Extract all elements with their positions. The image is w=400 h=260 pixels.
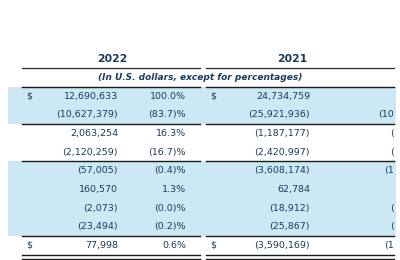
Text: (57,005): (57,005) [78, 166, 118, 175]
Text: (25,921,936): (25,921,936) [248, 110, 310, 119]
Text: 0.6%: 0.6% [162, 241, 186, 250]
Bar [8, 87, 396, 105]
Text: (2,120,259): (2,120,259) [62, 148, 118, 157]
Text: 62,784: 62,784 [277, 185, 310, 194]
Text: (2,073): (2,073) [83, 204, 118, 213]
Text: (23,494): (23,494) [77, 222, 118, 231]
Text: 2,063,254: 2,063,254 [70, 129, 118, 138]
Text: (0.4)%: (0.4)% [154, 166, 186, 175]
Bar [8, 161, 396, 180]
Text: (0.2)%: (0.2)% [154, 222, 186, 231]
Text: 16.3%: 16.3% [156, 129, 186, 138]
Text: (2,420,997): (2,420,997) [254, 148, 310, 157]
Text: $: $ [26, 92, 32, 101]
Text: (25,867): (25,867) [270, 222, 310, 231]
Text: 160,570: 160,570 [79, 185, 118, 194]
Text: (10,627,379): (10,627,379) [56, 110, 118, 119]
Text: (0.0)%: (0.0)% [154, 204, 186, 213]
Text: (: ( [390, 222, 394, 231]
Text: 100.0%: 100.0% [150, 92, 186, 101]
Text: (83.7)%: (83.7)% [148, 110, 186, 119]
Text: $: $ [210, 92, 216, 101]
Text: (3,608,174): (3,608,174) [254, 166, 310, 175]
Text: $: $ [26, 241, 32, 250]
Text: 1.3%: 1.3% [162, 185, 186, 194]
Bar [8, 199, 396, 217]
Text: (: ( [390, 148, 394, 157]
Text: (: ( [390, 204, 394, 213]
Text: (16.7)%: (16.7)% [148, 148, 186, 157]
Text: $: $ [210, 241, 216, 250]
Text: (: ( [390, 129, 394, 138]
Text: 24,734,759: 24,734,759 [256, 92, 310, 101]
Text: (1: (1 [384, 166, 394, 175]
Text: (1,187,177): (1,187,177) [254, 129, 310, 138]
Bar [8, 105, 396, 124]
Text: (18,912): (18,912) [270, 204, 310, 213]
Text: 12,690,633: 12,690,633 [64, 92, 118, 101]
Bar [8, 217, 396, 236]
Text: (1: (1 [384, 241, 394, 250]
Text: 2022: 2022 [97, 54, 127, 64]
Bar [8, 180, 396, 199]
Text: (3,590,169): (3,590,169) [254, 241, 310, 250]
Text: (In U.S. dollars, except for percentages): (In U.S. dollars, except for percentages… [98, 73, 302, 82]
Text: 2021: 2021 [277, 54, 307, 64]
Text: 77,998: 77,998 [85, 241, 118, 250]
Text: (10: (10 [378, 110, 394, 119]
